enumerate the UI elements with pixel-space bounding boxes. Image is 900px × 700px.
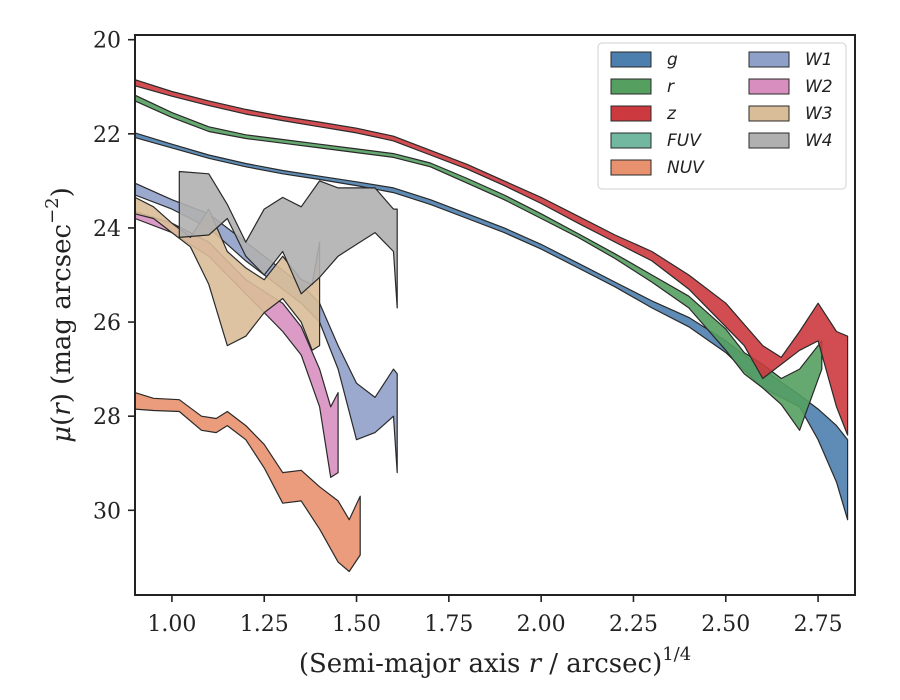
x-tick-label: 2.25 <box>609 612 658 637</box>
y-tick-label: 20 <box>93 29 121 54</box>
profile-bands <box>134 79 849 573</box>
legend-label-w1: W1 <box>805 50 833 70</box>
x-tick-label: 1.50 <box>332 612 381 637</box>
x-tick-label: 1.00 <box>147 612 196 637</box>
legend-label-w2: W2 <box>805 77 833 97</box>
legend-swatch-g <box>610 51 652 68</box>
band-z <box>134 79 849 436</box>
legend-swatch-nuv <box>610 159 652 176</box>
x-axis-ticks: 1.00 1.25 1.50 1.75 2.00 2.25 2.50 2.75 <box>147 595 843 637</box>
legend-swatch-w2 <box>748 78 790 95</box>
y-tick-label: 28 <box>93 405 121 430</box>
x-tick-label: 2.50 <box>701 612 750 637</box>
x-tick-label: 2.00 <box>517 612 566 637</box>
legend-label-g: g <box>667 50 678 70</box>
y-axis-ticks: 20 22 24 26 28 30 <box>93 29 135 524</box>
legend-label-z: z <box>666 104 677 124</box>
y-tick-label: 30 <box>93 499 121 524</box>
legend-swatch-w1 <box>748 51 790 68</box>
band-r <box>134 94 823 431</box>
legend-swatch-z <box>610 105 652 122</box>
y-tick-label: 24 <box>93 217 121 242</box>
legend-swatch-w4 <box>748 132 790 149</box>
y-tick-label: 26 <box>93 311 121 336</box>
x-tick-label: 1.75 <box>424 612 473 637</box>
x-tick-label: 2.75 <box>794 612 843 637</box>
legend: grz FUV NUV W1 W2 W3 W4 <box>597 42 847 190</box>
x-axis-label: (Semi-major axis r / arcsec)1/4 <box>299 644 691 679</box>
y-tick-label: 22 <box>93 123 121 148</box>
legend-label-nuv: NUV <box>667 158 705 178</box>
legend-swatch-fuv <box>610 132 652 149</box>
legend-label-w4: W4 <box>805 131 833 151</box>
legend-label-fuv: FUV <box>667 131 702 151</box>
legend-swatch-r <box>610 78 652 95</box>
band-nuv <box>134 392 361 573</box>
x-tick-label: 1.25 <box>240 612 289 637</box>
legend-label-r: r <box>667 77 675 97</box>
band-w4 <box>178 170 398 309</box>
y-axis-label: μ(r) (mag arcsec−2) <box>42 187 77 443</box>
plot-frame <box>134 34 856 596</box>
legend-swatch-w3 <box>748 105 790 122</box>
legend-label-w3: W3 <box>805 104 833 124</box>
